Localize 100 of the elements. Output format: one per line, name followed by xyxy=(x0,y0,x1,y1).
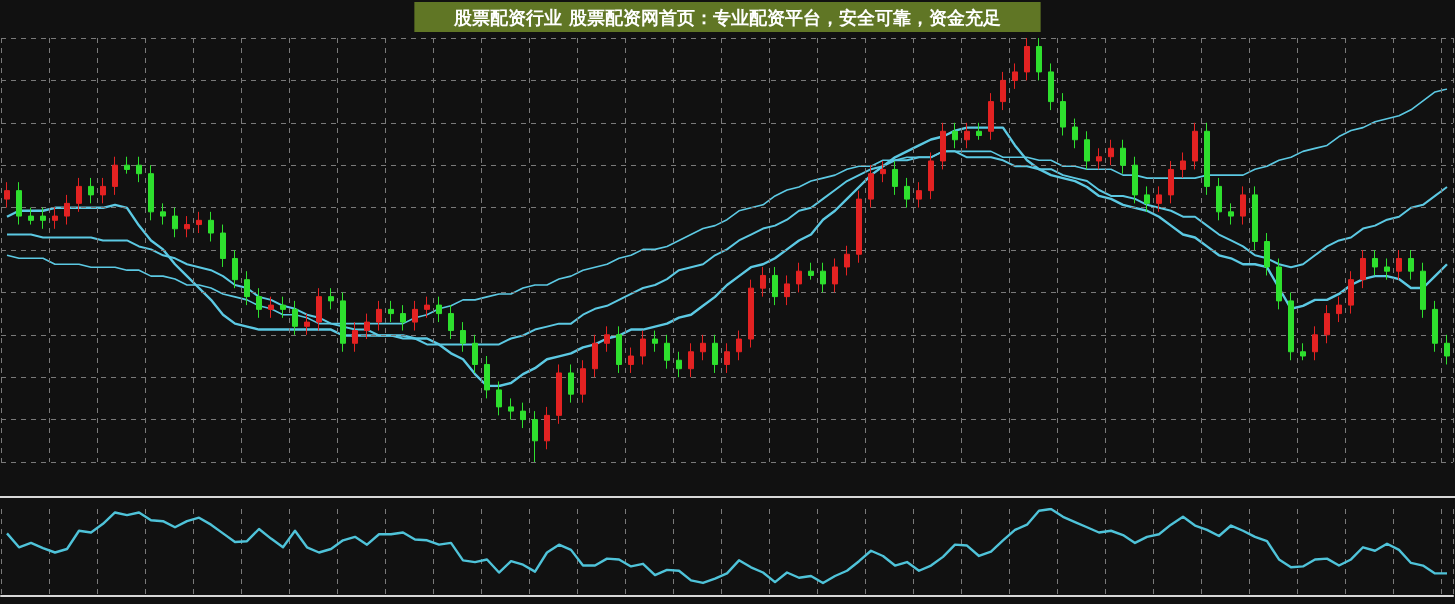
candlestick xyxy=(808,262,814,281)
candlestick xyxy=(1312,325,1318,361)
candlestick xyxy=(700,334,706,361)
candlestick xyxy=(304,313,310,336)
candlestick xyxy=(1276,257,1282,310)
candlestick xyxy=(1072,118,1078,149)
candlestick xyxy=(640,330,646,365)
candlestick xyxy=(676,351,682,378)
candlestick xyxy=(820,262,826,293)
candlestick xyxy=(1084,130,1090,170)
candlestick xyxy=(16,181,22,226)
candlestick xyxy=(532,410,538,463)
candlestick xyxy=(604,325,610,353)
candlestick xyxy=(280,296,286,319)
candlestick xyxy=(1240,185,1246,226)
chart-title: 股票配资行业 股票配资网首页：专业配资平台，安全可靠，资金充足 xyxy=(453,6,1001,28)
candlestick xyxy=(796,262,802,293)
candlestick xyxy=(1264,232,1270,276)
candlestick xyxy=(352,321,358,353)
candlestick xyxy=(1216,177,1222,221)
candlestick xyxy=(268,296,274,319)
candlestick xyxy=(88,177,94,204)
candlestick xyxy=(652,330,658,353)
candlestick xyxy=(760,266,766,298)
candlestick xyxy=(28,207,34,226)
candlestick xyxy=(184,215,190,238)
candlestick xyxy=(136,156,142,183)
candlestick xyxy=(964,122,970,149)
candlestick xyxy=(1192,122,1198,170)
candlestick xyxy=(112,156,118,196)
candlestick xyxy=(736,330,742,361)
candlestick xyxy=(496,380,502,416)
candlestick xyxy=(100,177,106,204)
candlestick xyxy=(196,211,202,234)
candlestick xyxy=(1360,249,1366,289)
candlestick xyxy=(568,363,574,404)
candlestick xyxy=(832,257,838,293)
candlestick xyxy=(436,296,442,323)
candlestick xyxy=(592,334,598,378)
candlestick xyxy=(364,313,370,340)
candlestick xyxy=(1252,185,1258,251)
candlestick xyxy=(40,207,46,230)
candlestick xyxy=(412,300,418,332)
candlestick xyxy=(1288,291,1294,361)
candlestick xyxy=(1156,185,1162,213)
candlestick xyxy=(1384,257,1390,281)
candlestick xyxy=(1060,92,1066,137)
candlestick xyxy=(448,304,454,340)
candlestick xyxy=(1180,151,1186,179)
candlestick xyxy=(1036,37,1042,81)
candlestick xyxy=(520,402,526,429)
candlestick xyxy=(508,397,514,421)
candlestick xyxy=(160,202,166,226)
candlestick xyxy=(688,342,694,378)
candlestick xyxy=(544,406,550,450)
candlestick xyxy=(1348,270,1354,315)
candlestick xyxy=(724,342,730,374)
candlestick xyxy=(628,347,634,374)
candlestick xyxy=(232,249,238,289)
candlestick xyxy=(172,207,178,238)
candlestick xyxy=(472,334,478,374)
candlestick xyxy=(712,334,718,374)
candlestick xyxy=(868,164,874,209)
candlestick xyxy=(1108,139,1114,166)
candlestick xyxy=(1204,122,1210,196)
candlestick xyxy=(916,181,922,209)
candlestick xyxy=(460,321,466,353)
candlestick xyxy=(1096,147,1102,170)
candlestick xyxy=(208,211,214,243)
candlestick xyxy=(1444,334,1450,365)
candlestick xyxy=(4,181,10,209)
candlestick xyxy=(976,122,982,141)
candlestick xyxy=(148,164,154,221)
candlestick xyxy=(1396,249,1402,281)
candlestick xyxy=(748,279,754,349)
candlestick xyxy=(940,122,946,170)
candlestick xyxy=(892,160,898,196)
candlestick xyxy=(292,300,298,336)
candlestick xyxy=(1120,139,1126,175)
candlestick xyxy=(256,287,262,319)
candlestick xyxy=(1168,160,1174,204)
candlestick xyxy=(844,245,850,276)
candlestick xyxy=(772,266,778,306)
candlestick xyxy=(328,287,334,310)
candlestick xyxy=(1324,304,1330,344)
candlestick xyxy=(1012,62,1018,90)
candlestick xyxy=(1048,62,1054,111)
candlestick xyxy=(376,300,382,332)
candlestick xyxy=(424,296,430,319)
candlestick xyxy=(880,160,886,183)
candlestick xyxy=(1228,202,1234,226)
candlestick xyxy=(76,177,82,213)
candlestick xyxy=(1432,300,1438,353)
candlestick xyxy=(1336,296,1342,323)
candlestick xyxy=(1372,249,1378,276)
candlestick xyxy=(244,270,250,306)
candlestick xyxy=(1144,185,1150,213)
candlestick xyxy=(556,363,562,425)
candlestick xyxy=(952,122,958,149)
candlestick xyxy=(400,304,406,332)
